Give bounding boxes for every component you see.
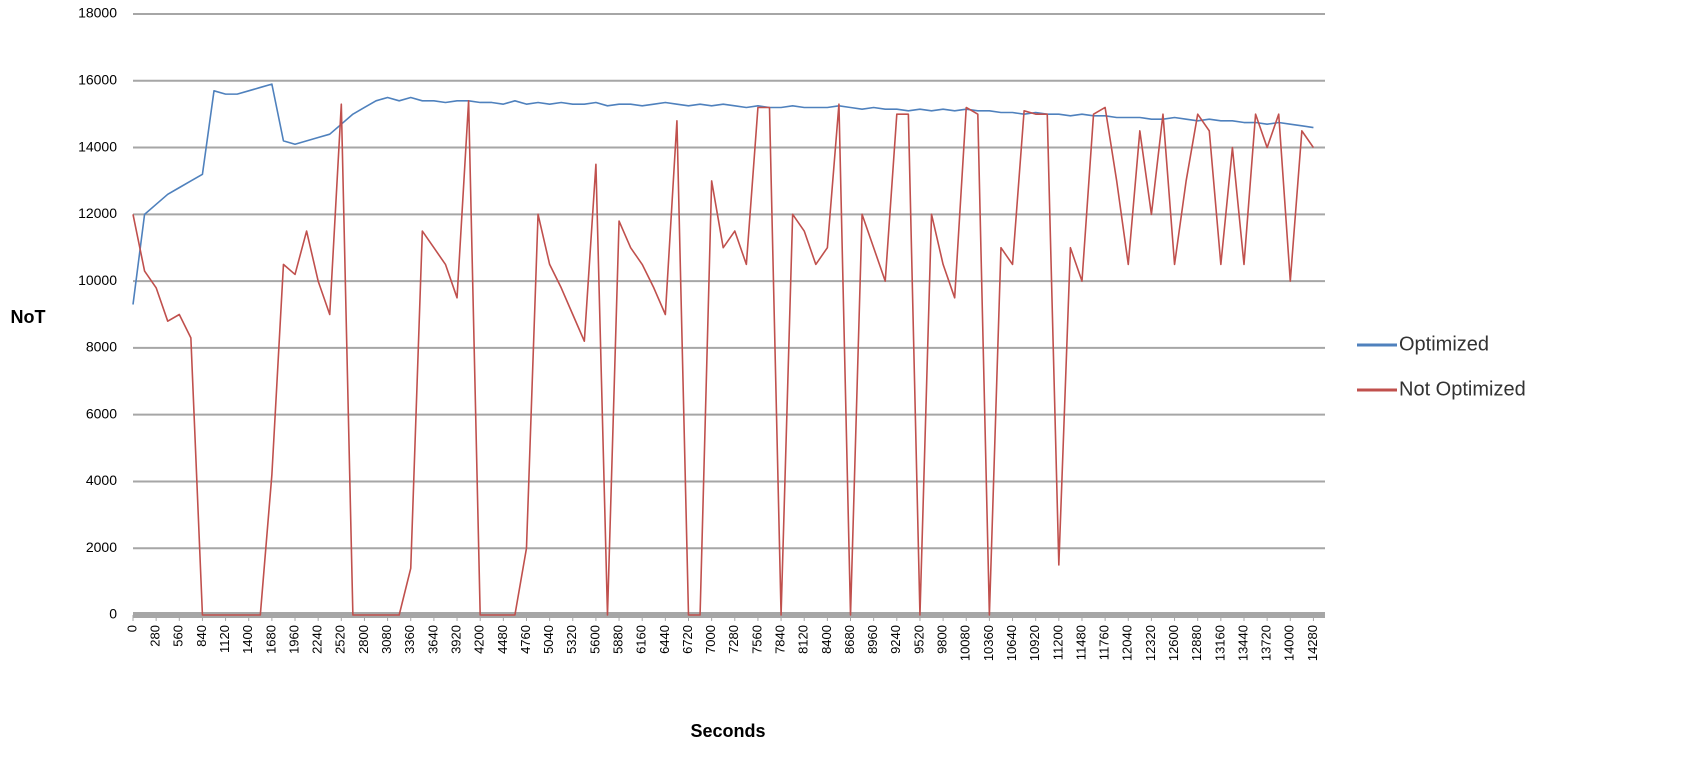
x-tick-label: 5040 <box>541 625 556 654</box>
y-tick-label: 12000 <box>78 205 117 221</box>
x-tick-label: 1120 <box>217 625 232 653</box>
x-tick-label: 560 <box>171 625 186 647</box>
x-tick-label: 7840 <box>773 625 788 654</box>
x-tick-label: 5880 <box>610 625 625 654</box>
x-tick-label: 11480 <box>1073 625 1088 660</box>
y-tick-label: 0 <box>109 606 117 622</box>
series-line <box>132 83 1314 305</box>
x-tick-label: 12880 <box>1189 625 1204 661</box>
x-tick-label: 5600 <box>587 625 602 654</box>
x-tick-label: 10920 <box>1027 625 1042 661</box>
x-tick-label: 3360 <box>402 625 417 654</box>
x-tick-label: 10360 <box>981 625 996 661</box>
x-tick-label: 8680 <box>842 625 857 654</box>
x-tick-label: 2240 <box>310 625 325 654</box>
x-tick-label: 6720 <box>680 625 695 654</box>
x-tick-label: 4760 <box>518 625 533 654</box>
y-tick-label: 4000 <box>86 472 117 488</box>
legend-label: Not Optimized <box>1399 378 1526 400</box>
x-tick-label: 8960 <box>865 625 880 654</box>
x-axis-title: Seconds <box>690 721 765 741</box>
x-tick-label: 10080 <box>958 625 973 661</box>
y-tick-label: 2000 <box>86 539 117 555</box>
x-tick-label: 13440 <box>1235 625 1250 661</box>
x-tick-label: 10640 <box>1004 625 1019 661</box>
x-tick-label: 1400 <box>240 625 255 654</box>
x-tick-label: 4480 <box>495 625 510 654</box>
x-tick-label: 1960 <box>286 625 301 654</box>
x-tick-label: 6440 <box>657 625 672 654</box>
series-line <box>132 100 1315 616</box>
x-tick-label: 11200 <box>1050 625 1065 660</box>
y-tick-label: 10000 <box>78 272 117 288</box>
x-tick-label: 7560 <box>749 625 764 654</box>
x-tick-label: 0 <box>124 625 139 632</box>
x-tick-label: 7000 <box>703 625 718 654</box>
x-tick-label: 14000 <box>1282 625 1297 661</box>
y-tick-label: 16000 <box>78 71 117 87</box>
x-tick-label: 7280 <box>726 625 741 654</box>
x-tick-label: 12600 <box>1166 625 1181 661</box>
x-tick-label: 1680 <box>263 625 278 654</box>
x-tick-label: 840 <box>194 625 209 647</box>
legend-label: Optimized <box>1399 333 1489 355</box>
x-tick-label: 3640 <box>425 625 440 654</box>
x-tick-label: 13160 <box>1212 625 1227 661</box>
x-tick-label: 3080 <box>379 625 394 654</box>
x-tick-label: 11760 <box>1097 625 1112 660</box>
x-tick-label: 2800 <box>356 625 371 654</box>
x-tick-label: 3920 <box>448 625 463 654</box>
x-tick-label: 8400 <box>819 625 834 654</box>
y-tick-label: 14000 <box>78 138 117 154</box>
x-tick-label: 2520 <box>333 625 348 654</box>
x-tick-label: 12320 <box>1143 625 1158 661</box>
x-tick-label: 9240 <box>888 625 903 654</box>
x-tick-label: 6160 <box>634 625 649 654</box>
x-tick-label: 4200 <box>472 625 487 654</box>
y-tick-label: 6000 <box>86 405 117 421</box>
x-tick-label: 9800 <box>935 625 950 654</box>
y-tick-label: 8000 <box>86 339 117 355</box>
y-tick-label: 18000 <box>78 5 117 21</box>
x-tick-label: 8120 <box>796 625 811 654</box>
y-axis-title: NoT <box>11 307 46 327</box>
x-tick-label: 13720 <box>1259 625 1274 661</box>
x-tick-label: 280 <box>148 625 163 647</box>
x-tick-label: 12040 <box>1120 625 1135 661</box>
x-tick-label: 5320 <box>564 625 579 654</box>
x-tick-label: 14280 <box>1305 625 1320 661</box>
x-tick-label: 9520 <box>911 625 926 654</box>
